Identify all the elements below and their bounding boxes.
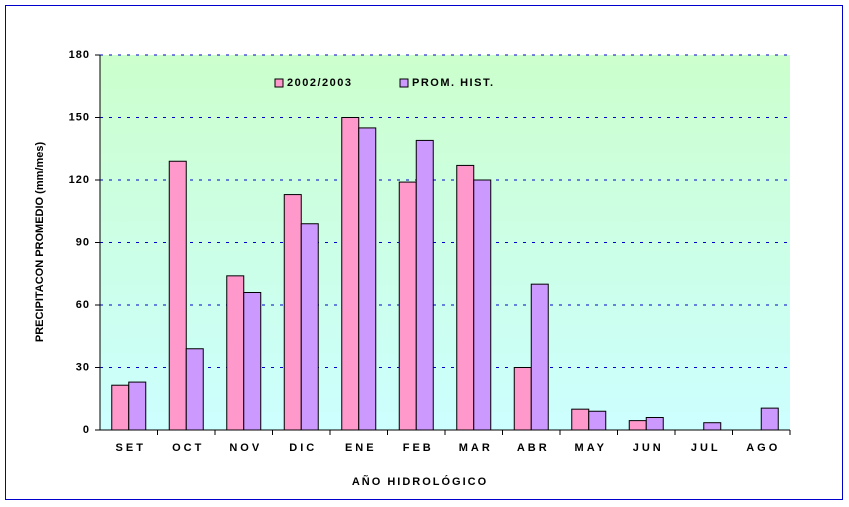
x-tick-label: ENE [345,442,377,454]
y-axis-label: PRECIPITACON PROMEDIO (mm/mes) [34,142,46,343]
x-tick-label: NOV [229,442,262,454]
x-tick-label: MAY [575,442,607,454]
bar [128,381,147,431]
y-tick-label: 120 [69,174,90,186]
x-tick-label: MAR [459,442,493,454]
x-tick-label: OCT [172,442,204,454]
bar [513,367,532,431]
x-tick-label: JUL [691,442,721,454]
bar [341,117,360,431]
bar [703,422,722,431]
x-tick-label: AGO [746,442,780,454]
bar [398,181,417,431]
y-tick-label: 0 [83,424,90,436]
bar [168,160,187,431]
x-tick-label: FEB [403,442,434,454]
x-tick-label: ABR [517,442,550,454]
bar [588,410,607,431]
x-tick-label: SET [116,442,146,454]
legend-swatch [399,78,409,88]
y-tick-label: 30 [76,361,90,373]
bar [300,223,319,431]
y-tick-label: 90 [76,236,90,248]
bar [628,420,647,431]
legend-label: 2002/2003 [287,77,353,89]
bar [456,164,475,431]
y-tick-label: 180 [69,49,90,61]
bar [760,407,779,431]
legend-swatch [274,78,284,88]
y-tick-label: 150 [69,111,90,123]
bar [111,384,130,431]
bar [283,194,302,431]
x-tick-label: JUN [633,442,664,454]
bar [358,127,377,431]
bar [530,283,549,431]
bar [243,292,262,431]
bar [185,348,204,431]
bar [473,179,492,431]
bar [645,417,664,431]
x-tick-label: DIC [289,442,317,454]
bar [226,275,245,431]
bar [415,139,434,431]
bar [571,408,590,431]
legend-label: PROM. HIST. [412,77,495,89]
x-axis-label: AÑO HIDROLÓGICO [352,475,488,488]
y-tick-label: 60 [76,299,90,311]
